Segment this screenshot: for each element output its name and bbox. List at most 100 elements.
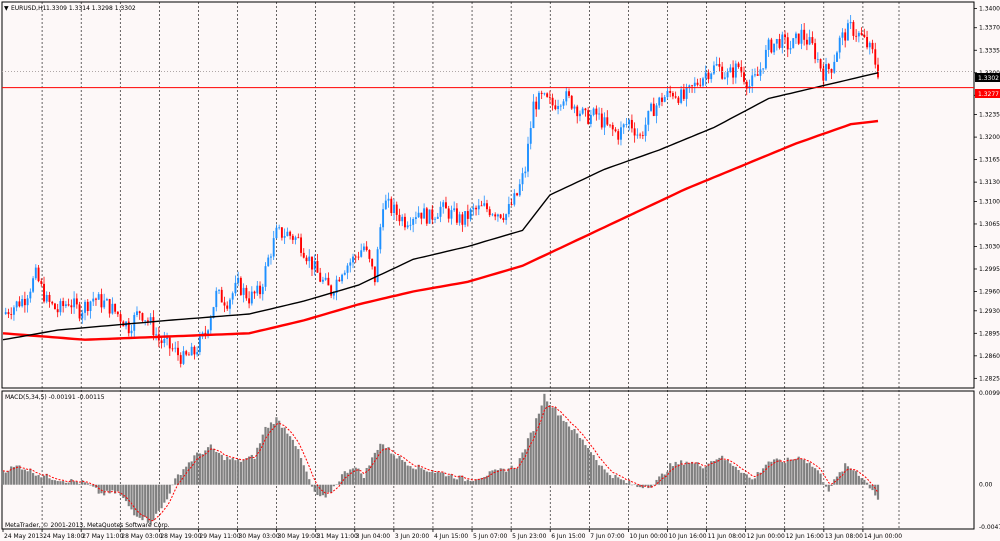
macd-bar bbox=[808, 462, 811, 485]
macd-bar bbox=[543, 393, 546, 485]
candle-body bbox=[220, 289, 223, 303]
candle-body bbox=[753, 74, 756, 76]
macd-bar bbox=[105, 484, 108, 491]
candle-body bbox=[368, 250, 371, 259]
macd-bar bbox=[127, 484, 130, 507]
candle-body bbox=[576, 106, 579, 117]
candle-body bbox=[805, 39, 808, 45]
macd-bar bbox=[116, 484, 119, 492]
macd-bar bbox=[392, 455, 396, 485]
macd-bar bbox=[335, 484, 338, 486]
candle-body bbox=[464, 211, 467, 225]
macd-bar bbox=[567, 426, 571, 485]
ma-fast-line bbox=[2, 72, 879, 341]
time-tick-label: 28 May 03:00 bbox=[121, 533, 162, 540]
candle-body bbox=[70, 305, 73, 308]
macd-bar bbox=[346, 472, 349, 485]
candle-body bbox=[568, 91, 570, 96]
macd-bar bbox=[376, 449, 379, 485]
main-plot-frame bbox=[1, 1, 975, 389]
time-tick-label: 14 Jun 00:00 bbox=[864, 533, 902, 540]
macd-bar bbox=[371, 457, 374, 485]
candle-body bbox=[196, 352, 199, 355]
macd-bar bbox=[649, 484, 653, 488]
macd-bar bbox=[234, 460, 237, 485]
candle-body bbox=[562, 101, 565, 106]
candle-body bbox=[212, 307, 215, 319]
candle-body bbox=[559, 105, 562, 107]
macd-bar bbox=[97, 484, 100, 494]
candle-body bbox=[570, 95, 573, 109]
candle-body bbox=[417, 212, 420, 218]
macd-bar bbox=[56, 480, 59, 485]
candle-body bbox=[289, 231, 292, 236]
candle-body bbox=[502, 217, 505, 221]
candle-body bbox=[866, 37, 869, 48]
macd-bar bbox=[677, 464, 680, 485]
candle-body bbox=[434, 218, 436, 220]
candle-body bbox=[521, 173, 524, 185]
macd-bar bbox=[226, 456, 229, 485]
macd-bar bbox=[209, 444, 212, 485]
candle-body bbox=[718, 64, 721, 67]
macd-bar bbox=[532, 431, 535, 485]
macd-bar bbox=[12, 466, 16, 485]
macd-bar bbox=[865, 482, 869, 485]
macd-bar bbox=[515, 468, 519, 485]
macd-bar bbox=[608, 475, 612, 485]
candle-body bbox=[647, 110, 650, 125]
time-tick-label: 3 Jun 04:00 bbox=[356, 533, 390, 540]
candle-body bbox=[557, 106, 560, 110]
candle-body bbox=[75, 298, 78, 305]
candle-body bbox=[275, 227, 278, 239]
macd-bar bbox=[595, 460, 598, 485]
price-tick-label: 1.3235 bbox=[979, 112, 1000, 119]
macd-bar bbox=[455, 479, 458, 485]
macd-bar bbox=[321, 484, 325, 496]
macd-bar bbox=[428, 472, 431, 485]
collapse-arrow-icon[interactable]: ▼ bbox=[4, 5, 9, 12]
candle-body bbox=[237, 277, 240, 283]
macd-bar bbox=[403, 461, 407, 485]
candle-body bbox=[108, 299, 111, 314]
macd-bar bbox=[723, 460, 726, 485]
macd-bar bbox=[573, 429, 576, 485]
candle-body bbox=[78, 304, 81, 319]
macd-bar bbox=[734, 466, 737, 485]
candle-body bbox=[21, 298, 24, 307]
candle-body bbox=[32, 278, 35, 292]
macd-bar bbox=[220, 454, 223, 485]
candle-body bbox=[603, 117, 606, 128]
candle-body bbox=[313, 261, 316, 270]
macd-bar bbox=[242, 459, 245, 485]
candle-body bbox=[357, 256, 360, 258]
time-tick-label: 3 Jun 20:00 bbox=[395, 533, 429, 540]
candle-body bbox=[26, 298, 29, 306]
macd-bar bbox=[617, 477, 620, 485]
macd-bar bbox=[658, 476, 661, 485]
candle-body bbox=[209, 318, 212, 331]
candle-body bbox=[373, 266, 376, 283]
macd-bar bbox=[327, 484, 330, 493]
candle-body bbox=[518, 184, 521, 196]
macd-bar bbox=[797, 456, 800, 485]
macd-bar bbox=[100, 484, 103, 494]
macd-bar bbox=[316, 484, 319, 496]
candle-body bbox=[387, 198, 390, 201]
macd-bar bbox=[674, 461, 677, 485]
price-tick-label: 1.3200 bbox=[979, 134, 1000, 141]
macd-bar bbox=[146, 484, 150, 523]
macd-bar bbox=[368, 465, 371, 485]
candle-body bbox=[614, 129, 617, 132]
macd-bar bbox=[390, 453, 393, 485]
candle-body bbox=[655, 105, 658, 116]
candle-body bbox=[833, 61, 836, 73]
macd-bar bbox=[299, 458, 303, 485]
macd-bar bbox=[294, 446, 297, 485]
candle-body bbox=[103, 300, 106, 308]
candle-body bbox=[650, 103, 653, 111]
price-tick-label: 1.2960 bbox=[979, 289, 1000, 296]
macd-bar bbox=[606, 472, 609, 485]
candle-body bbox=[857, 32, 860, 37]
